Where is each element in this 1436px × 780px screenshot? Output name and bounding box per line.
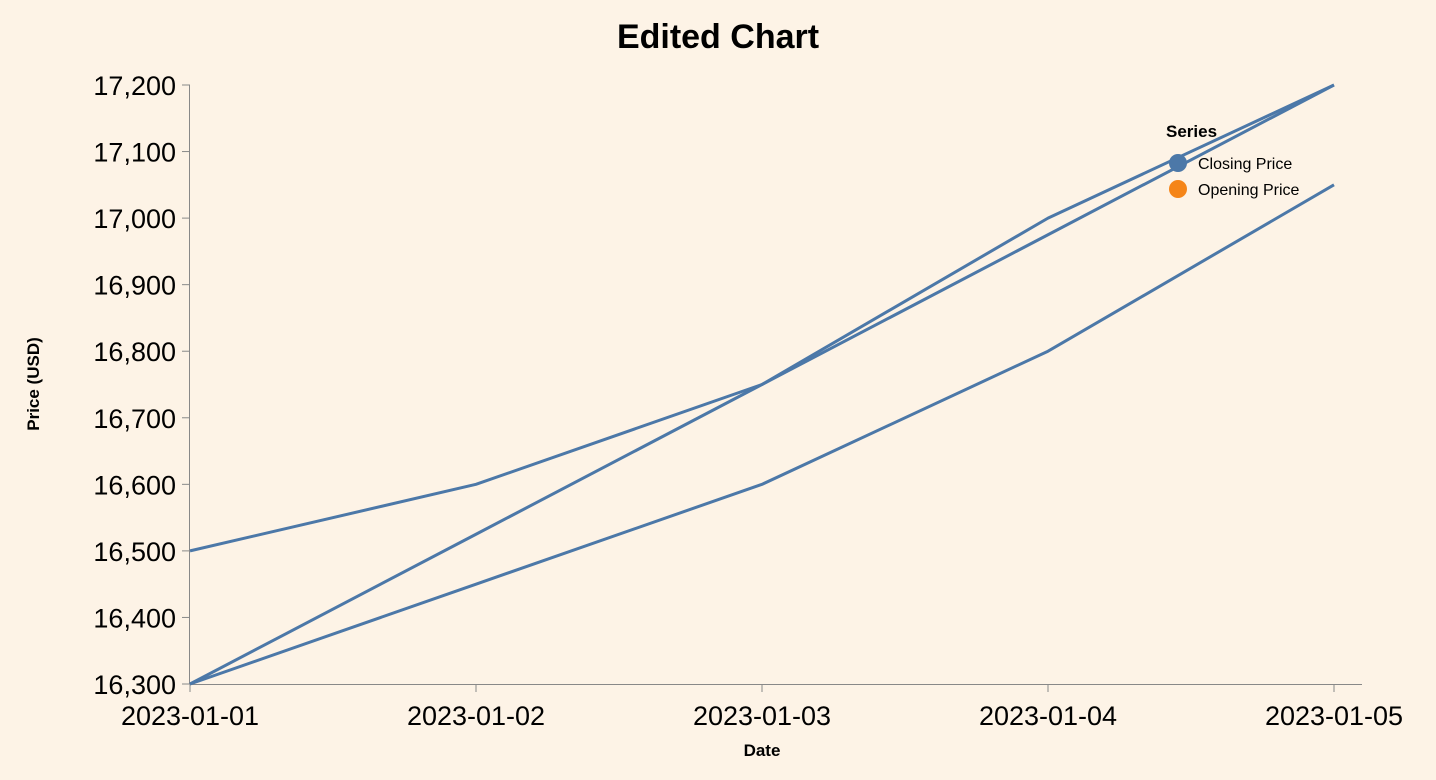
- y-axis: 16,300 16,400 16,500 16,600 16,700 16,800 16,9…: [93, 71, 190, 700]
- y-tick-label: 17,200: [93, 71, 176, 101]
- legend-label: Opening Price: [1198, 182, 1299, 199]
- x-tick-label: 2023-01-01: [121, 701, 259, 731]
- y-tick-label: 16,400: [93, 603, 176, 633]
- y-axis-title: Price (USD): [24, 337, 43, 431]
- y-tick-label: 17,000: [93, 204, 176, 234]
- legend-label: Closing Price: [1198, 156, 1292, 173]
- legend-swatch: [1169, 180, 1187, 198]
- y-tick-label: 16,700: [93, 404, 176, 434]
- y-tick-label: 16,600: [93, 470, 176, 500]
- legend: Series Closing Price Opening Price: [1166, 122, 1299, 199]
- y-tick-label: 17,100: [93, 138, 176, 168]
- x-axis: 2023-01-01 2023-01-02 2023-01-03 2023-01-04…: [121, 684, 1403, 731]
- y-tick-label: 16,500: [93, 537, 176, 567]
- series-line-3: [189, 83, 1335, 686]
- legend-swatch: [1169, 154, 1187, 172]
- y-tick-label: 16,900: [93, 271, 176, 301]
- chart-title: Edited Chart: [616, 18, 820, 56]
- y-tick-label: 16,300: [93, 670, 176, 700]
- x-tick-label: 2023-01-02: [407, 701, 545, 731]
- y-tick-label: 16,800: [93, 337, 176, 367]
- series-line-1: [189, 83, 1335, 553]
- legend-title: Series: [1166, 122, 1217, 141]
- series-line-2: [189, 183, 1335, 686]
- x-tick-label: 2023-01-03: [693, 701, 831, 731]
- x-tick-label: 2023-01-05: [1265, 701, 1403, 731]
- x-tick-label: 2023-01-04: [979, 701, 1117, 731]
- series-lines: [189, 83, 1335, 686]
- x-axis-title: Date: [744, 741, 781, 760]
